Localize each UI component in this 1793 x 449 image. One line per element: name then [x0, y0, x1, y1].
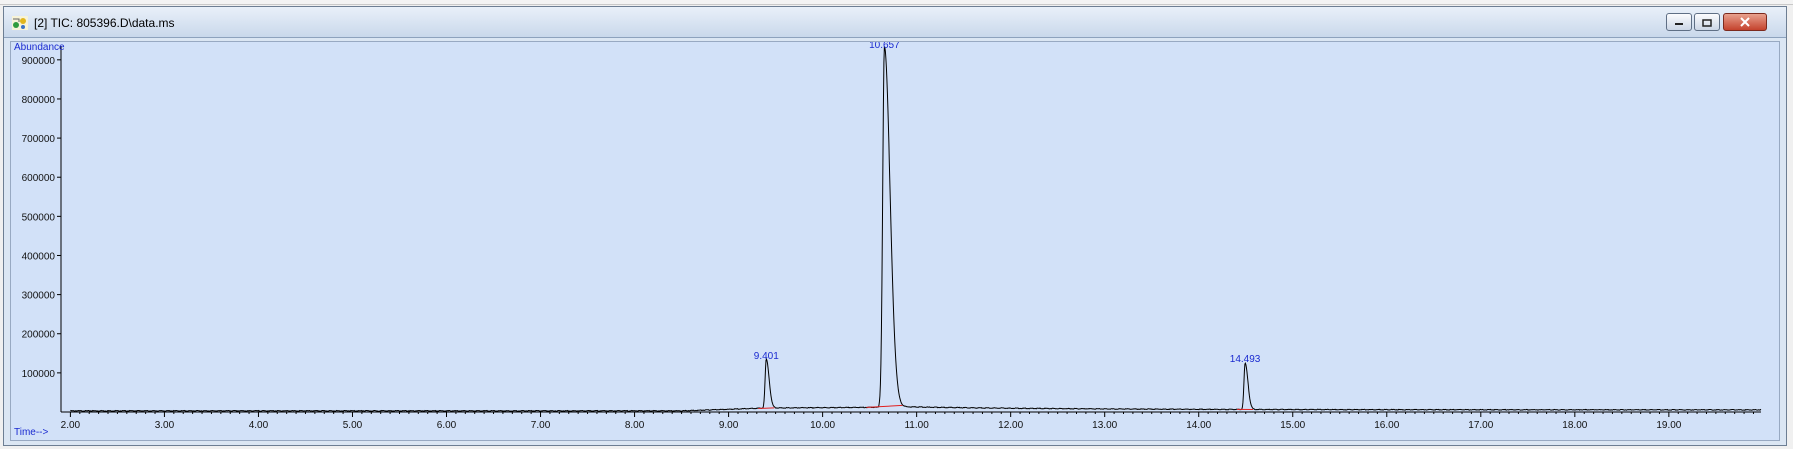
- x-tick-label: 19.00: [1656, 420, 1681, 431]
- y-tick-label: 600000: [22, 173, 56, 184]
- y-axis: 100000 200000 300000 400000 500000 600000 7000…: [22, 46, 62, 412]
- restore-button[interactable]: [1694, 13, 1720, 31]
- x-tick-label: 14.00: [1186, 420, 1211, 431]
- y-tick-label: 700000: [22, 134, 56, 145]
- x-tick-label: 5.00: [343, 420, 363, 431]
- title-bar[interactable]: [2] TIC: 805396.D\data.ms: [4, 7, 1786, 38]
- x-tick-label: 6.00: [437, 420, 457, 431]
- restore-icon: [1702, 18, 1712, 27]
- tic-trace: [70, 46, 1762, 412]
- y-tick-label: 100000: [22, 369, 56, 380]
- chromatogram-app-icon: [12, 15, 28, 34]
- close-button[interactable]: [1723, 13, 1767, 31]
- minimize-button[interactable]: [1666, 13, 1692, 31]
- x-tick-label: 18.00: [1562, 420, 1587, 431]
- y-tick-label: 300000: [22, 291, 56, 302]
- x-tick-label: 17.00: [1468, 420, 1493, 431]
- y-axis-title: Abundance: [14, 42, 65, 53]
- x-tick-label: 13.00: [1092, 420, 1117, 431]
- x-tick-label: 7.00: [531, 420, 551, 431]
- top-strip: [0, 0, 1793, 5]
- chromatogram-window: [2] TIC: 805396.D\data.ms 100000 200000 30…: [3, 6, 1787, 446]
- x-tick-label: 12.00: [998, 420, 1023, 431]
- peak-label: 10.657: [869, 42, 900, 51]
- x-tick-label: 8.00: [625, 420, 645, 431]
- y-tick-label: 200000: [22, 330, 56, 341]
- peak-labels: 9.401 10.657 14.493: [754, 42, 1261, 365]
- close-icon: [1739, 17, 1751, 27]
- x-tick-label: 16.00: [1374, 420, 1399, 431]
- minimize-icon: [1674, 18, 1684, 26]
- chromatogram-plot[interactable]: 100000 200000 300000 400000 500000 600000 7000…: [10, 41, 1780, 441]
- chromatogram-svg: 100000 200000 300000 400000 500000 600000 7000…: [14, 42, 1762, 438]
- peak-markers: [758, 404, 1254, 410]
- x-tick-label: 3.00: [155, 420, 175, 431]
- x-tick-label: 15.00: [1280, 420, 1305, 431]
- peak-baseline-marker: [866, 404, 903, 408]
- x-axis-title: Time-->: [14, 427, 49, 438]
- y-tick-label: 900000: [22, 56, 56, 67]
- peak-label: 14.493: [1230, 354, 1261, 365]
- x-tick-label: 9.00: [719, 420, 739, 431]
- x-axis: 2.00 3.00 4.00 5.00 6.00 7.00 8.00 9.00 10.00 11.…: [61, 411, 1761, 431]
- peak-baseline-marker: [758, 407, 775, 409]
- y-tick-label: 400000: [22, 251, 56, 262]
- y-tick-label: 800000: [22, 95, 56, 106]
- window-title: [2] TIC: 805396.D\data.ms: [34, 16, 175, 30]
- x-tick-label: 4.00: [249, 420, 269, 431]
- y-tick-label: 500000: [22, 212, 56, 223]
- x-tick-label: 11.00: [904, 420, 929, 431]
- x-tick-label: 10.00: [810, 420, 835, 431]
- peak-label: 9.401: [754, 351, 779, 362]
- x-tick-label: 2.00: [61, 420, 81, 431]
